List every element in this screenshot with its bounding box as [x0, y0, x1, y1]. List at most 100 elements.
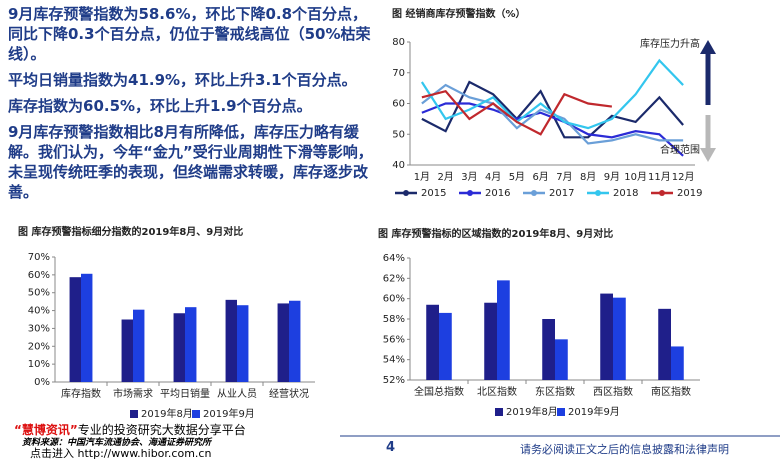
bar: [225, 299, 237, 382]
x-tick-label: 1月: [414, 171, 430, 183]
legend-marker: [403, 190, 409, 196]
x-tick-label: 8月: [580, 171, 596, 183]
y-tick-label: 60: [392, 99, 405, 110]
x-tick-label: 11月: [648, 171, 671, 183]
bar: [121, 319, 133, 382]
y-tick-label: 40: [392, 160, 405, 171]
bar: [133, 309, 145, 382]
legend-swatch: [130, 410, 138, 418]
footer-brand-line: “慧博资讯”专业的投资研究大数据分享平台: [14, 421, 246, 438]
annotation: 合理范围: [660, 143, 700, 156]
bar: [237, 305, 249, 382]
paragraph: 9月库存预警指数相比8月有所降低，库存压力略有缓解。我们认为，今年“金九”受行业…: [8, 123, 373, 201]
x-tick-label: 7月: [556, 171, 572, 183]
x-tick-label: 东区指数: [535, 385, 575, 398]
x-tick-label: 西区指数: [593, 385, 633, 398]
bar: [426, 304, 439, 380]
bar: [277, 303, 289, 382]
y-tick-label: 54%: [383, 355, 405, 366]
y-tick-label: 64%: [383, 253, 405, 264]
brand: “慧博资讯”: [14, 423, 78, 437]
bar: [185, 307, 197, 382]
y-tick-label: 60%: [383, 294, 405, 305]
x-tick-label: 南区指数: [651, 385, 691, 398]
x-tick-label: 2月: [437, 171, 453, 183]
x-tick-label: 市场需求: [113, 387, 153, 400]
legend-label: 2018: [613, 188, 638, 199]
y-tick-label: 40%: [28, 306, 50, 317]
x-tick-label: 10月: [624, 171, 647, 183]
x-tick-label: 平均日销量: [160, 387, 210, 400]
y-tick-label: 58%: [383, 314, 405, 325]
y-tick-label: 30%: [28, 323, 50, 334]
arrow-up-head: [700, 40, 716, 54]
bar: [484, 302, 497, 380]
y-tick-label: 70: [392, 68, 405, 79]
bar: [173, 313, 185, 382]
legend-swatch: [192, 410, 200, 418]
x-tick-label: 5月: [509, 171, 525, 183]
y-tick-label: 62%: [383, 273, 405, 284]
x-tick-label: 从业人员: [217, 388, 257, 400]
paragraph: 9月库存预警指数为58.6%，环比下降0.8个百分点，同比下降0.3个百分点，仍…: [8, 5, 371, 63]
arrow-down-head: [700, 148, 716, 162]
annotation: 库存压力升高: [640, 37, 700, 50]
text-block: 9月库存预警指数为58.6%，环比下降0.8个百分点，同比下降0.3个百分点，仍…: [8, 4, 380, 208]
bar: [671, 346, 684, 380]
legend-marker: [531, 190, 537, 196]
x-tick-label: 北区指数: [477, 385, 517, 398]
bar: [81, 273, 93, 382]
paragraph: 平均日销量指数为41.9%，环比上升3.1个百分点。: [8, 71, 357, 89]
x-tick-label: 库存指数: [61, 387, 101, 400]
y-tick-label: 50: [392, 129, 405, 140]
x-tick-label: 3月: [461, 171, 477, 183]
legend-label: 2019年9月: [568, 405, 620, 418]
legend-marker: [595, 190, 601, 196]
chart-title: 图 经销商库存预警指数（%）: [392, 7, 526, 20]
x-tick-label: 经营状况: [269, 387, 309, 400]
line-series: [421, 89, 613, 136]
link[interactable]: 点击进入 http://www.hibor.com.cn: [30, 447, 212, 459]
legend-swatch: [495, 408, 503, 416]
legend-label: 2019年8月: [506, 405, 558, 418]
legend-label: 2016: [485, 188, 510, 199]
disclaimer: 请务必阅读正文之后的信息披露和法律声明: [520, 443, 729, 456]
legend-label: 2019年8月: [141, 407, 193, 420]
y-tick-label: 52%: [383, 375, 405, 386]
page-number: 4: [386, 440, 396, 455]
x-tick-label: 全国总指数: [414, 385, 464, 398]
x-tick-label: 12月: [672, 171, 695, 183]
legend-label: 2015: [421, 188, 446, 199]
y-tick-label: 20%: [28, 341, 50, 352]
bar: [555, 339, 568, 380]
bar: [600, 293, 613, 380]
slogan: 专业的投资研究大数据分享平台: [77, 423, 246, 437]
paragraph: 库存指数为60.5%，环比上升1.9个百分点。: [8, 97, 312, 115]
source: 资料来源：中国汽车流通协会、海通证券研究所: [22, 438, 212, 448]
legend-label: 2019年9月: [203, 407, 255, 420]
bar: [613, 297, 626, 380]
x-tick-label: 6月: [532, 171, 548, 183]
x-tick-label: 9月: [604, 171, 620, 183]
y-tick-label: 56%: [383, 334, 405, 345]
bar: [439, 312, 452, 380]
legend-label: 2017: [549, 188, 574, 199]
y-tick-label: 80: [392, 37, 405, 48]
chart-title: 图 库存预警指标细分指数的2019年8月、9月对比: [18, 225, 243, 238]
x-tick-label: 4月: [485, 171, 501, 183]
legend-swatch: [557, 408, 565, 416]
chart-title: 图 库存预警指标的区域指数的2019年8月、9月对比: [378, 227, 613, 240]
legend-marker: [659, 190, 665, 196]
y-tick-label: 50%: [28, 288, 50, 299]
bar: [497, 280, 510, 380]
y-tick-label: 0%: [34, 377, 50, 388]
y-tick-label: 10%: [28, 359, 50, 370]
bar: [289, 300, 301, 382]
line-series: [421, 102, 684, 157]
bar: [542, 319, 555, 380]
y-tick-label: 70%: [28, 252, 50, 263]
bar: [658, 308, 671, 380]
legend-marker: [467, 190, 473, 196]
